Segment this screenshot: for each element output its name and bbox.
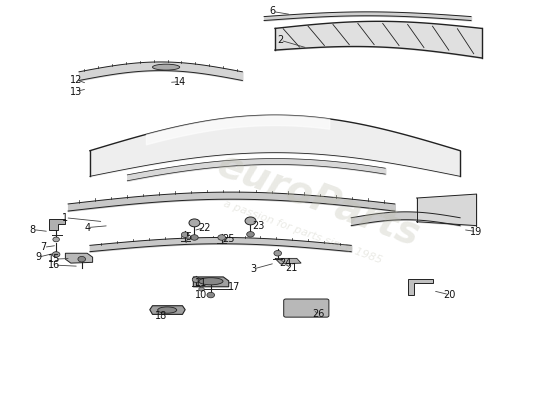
Polygon shape: [49, 219, 65, 230]
Text: 3: 3: [250, 264, 256, 274]
Text: 8: 8: [30, 224, 36, 234]
Text: 9: 9: [35, 252, 41, 262]
Ellipse shape: [152, 64, 180, 70]
Text: 26: 26: [312, 309, 324, 319]
Ellipse shape: [199, 278, 223, 285]
Text: 12: 12: [70, 75, 82, 85]
Text: 7: 7: [41, 242, 47, 252]
Text: 22: 22: [198, 223, 211, 233]
Text: 16: 16: [48, 260, 60, 270]
Polygon shape: [194, 277, 229, 287]
Text: 15: 15: [48, 254, 60, 264]
Circle shape: [218, 235, 226, 240]
Text: 19: 19: [470, 226, 482, 236]
Polygon shape: [409, 279, 433, 295]
Text: 6: 6: [269, 6, 276, 16]
Circle shape: [274, 250, 282, 256]
Circle shape: [189, 219, 200, 227]
Circle shape: [191, 235, 198, 240]
Circle shape: [53, 237, 59, 242]
Circle shape: [52, 252, 60, 257]
Text: 20: 20: [443, 290, 455, 300]
Text: 25: 25: [222, 234, 235, 244]
Text: euroParts: euroParts: [212, 146, 425, 254]
Text: 4: 4: [84, 223, 90, 233]
Text: 24: 24: [280, 258, 292, 268]
Ellipse shape: [158, 307, 177, 313]
Text: 17: 17: [228, 282, 240, 292]
Circle shape: [247, 232, 254, 237]
Text: 23: 23: [252, 221, 265, 231]
Text: 14: 14: [174, 77, 186, 87]
Circle shape: [192, 277, 200, 282]
Text: 2: 2: [277, 35, 284, 45]
Polygon shape: [65, 253, 92, 263]
Polygon shape: [150, 306, 185, 314]
Text: 1: 1: [62, 213, 68, 223]
Text: 18: 18: [155, 311, 167, 321]
FancyBboxPatch shape: [284, 299, 329, 317]
Text: 13: 13: [70, 86, 82, 96]
Text: 21: 21: [285, 263, 298, 273]
Circle shape: [245, 217, 256, 225]
Text: a passion for parts since 1985: a passion for parts since 1985: [222, 198, 383, 265]
Text: 11: 11: [195, 278, 207, 288]
Circle shape: [207, 292, 215, 298]
Text: 5: 5: [185, 232, 191, 242]
Circle shape: [78, 256, 86, 262]
Circle shape: [182, 232, 189, 238]
Circle shape: [199, 287, 204, 291]
Text: 10: 10: [195, 290, 207, 300]
Polygon shape: [275, 258, 301, 264]
